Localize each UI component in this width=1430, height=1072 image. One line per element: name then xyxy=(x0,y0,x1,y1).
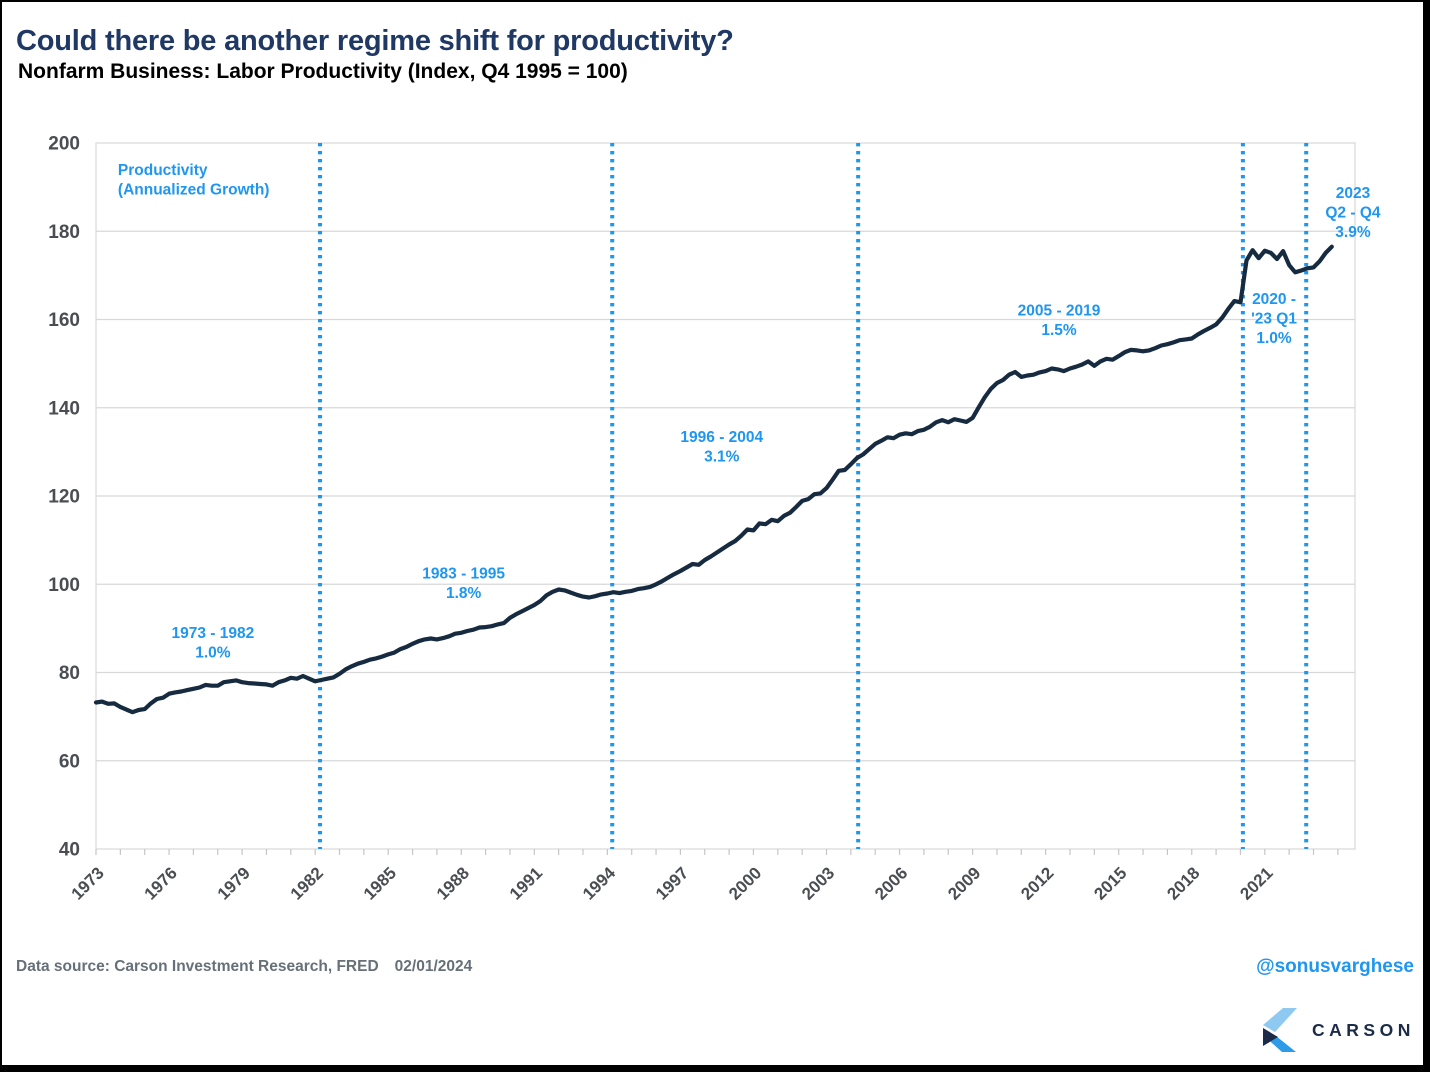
productivity-line xyxy=(93,244,1334,715)
x-tick-label: 1988 xyxy=(433,863,473,903)
annotation-line: Productivity xyxy=(118,162,208,179)
border-right xyxy=(1423,0,1430,1072)
annotation-line: 1983 - 1995 xyxy=(422,566,505,583)
y-tick-label: 100 xyxy=(48,575,80,596)
x-tick-label: 2006 xyxy=(871,863,911,903)
border-top xyxy=(0,0,1430,2)
annotation-line: 3.1% xyxy=(704,448,740,465)
carson-logo-mark xyxy=(1263,1008,1297,1052)
x-tick-label: 1982 xyxy=(287,863,327,903)
annotation-line: 1.0% xyxy=(195,644,231,661)
x-tick-label: 2018 xyxy=(1163,863,1203,903)
x-tick-label: 1997 xyxy=(652,863,692,903)
x-tick-label: 1994 xyxy=(579,863,620,904)
y-tick-label: 160 xyxy=(48,310,80,331)
annotation-line: '23 Q1 xyxy=(1251,311,1297,328)
x-tick-label: 1979 xyxy=(214,863,254,903)
twitter-handle: @sonusvarghese xyxy=(1256,956,1414,977)
x-tick-label: 2003 xyxy=(798,863,838,903)
border-bottom xyxy=(0,1065,1430,1072)
x-tick-label: 2021 xyxy=(1236,863,1276,903)
y-tick-label: 120 xyxy=(48,487,80,508)
x-tick-label: 2015 xyxy=(1090,863,1130,903)
annotation-line: 1.8% xyxy=(446,585,482,602)
data-source-note: Data source: Carson Investment Research,… xyxy=(16,958,472,976)
annotation-line: 1973 - 1982 xyxy=(172,625,255,642)
annotation-line: 1.5% xyxy=(1041,322,1077,339)
x-tick-label: 2012 xyxy=(1017,863,1057,903)
y-tick-label: 200 xyxy=(48,134,80,155)
y-tick-label: 80 xyxy=(59,663,80,684)
annotation-line: 1.0% xyxy=(1256,330,1292,347)
data-source-date: 02/01/2024 xyxy=(394,958,473,975)
annotation-line: 2005 - 2019 xyxy=(1018,303,1101,320)
data-source-text: Data source: Carson Investment Research,… xyxy=(16,958,379,975)
annotation-line: 2023 xyxy=(1336,185,1371,202)
annotation-line: 1996 - 2004 xyxy=(680,429,763,446)
y-tick-label: 60 xyxy=(59,751,80,772)
y-tick-label: 140 xyxy=(48,398,80,419)
border-left xyxy=(0,0,2,1072)
chart-subtitle: Nonfarm Business: Labor Productivity (In… xyxy=(18,60,628,83)
x-tick-label: 2000 xyxy=(725,863,765,903)
carson-logo: CARSON xyxy=(1263,1006,1415,1054)
y-tick-label: 180 xyxy=(48,222,80,243)
annotation-line: 3.9% xyxy=(1335,224,1371,241)
y-tick-label: 40 xyxy=(59,840,80,861)
annotation-line: 2020 - xyxy=(1252,291,1296,308)
annotation-line: (Annualized Growth) xyxy=(118,181,270,198)
x-tick-label: 1991 xyxy=(506,863,546,903)
x-tick-label: 1985 xyxy=(360,863,400,903)
x-tick-label: 1973 xyxy=(68,863,108,903)
annotation-line: Q2 - Q4 xyxy=(1325,204,1381,221)
x-tick-label: 1976 xyxy=(141,863,181,903)
page-title: Could there be another regime shift for … xyxy=(16,25,734,58)
x-tick-label: 2009 xyxy=(944,863,984,903)
carson-logo-text: CARSON xyxy=(1312,1019,1415,1040)
